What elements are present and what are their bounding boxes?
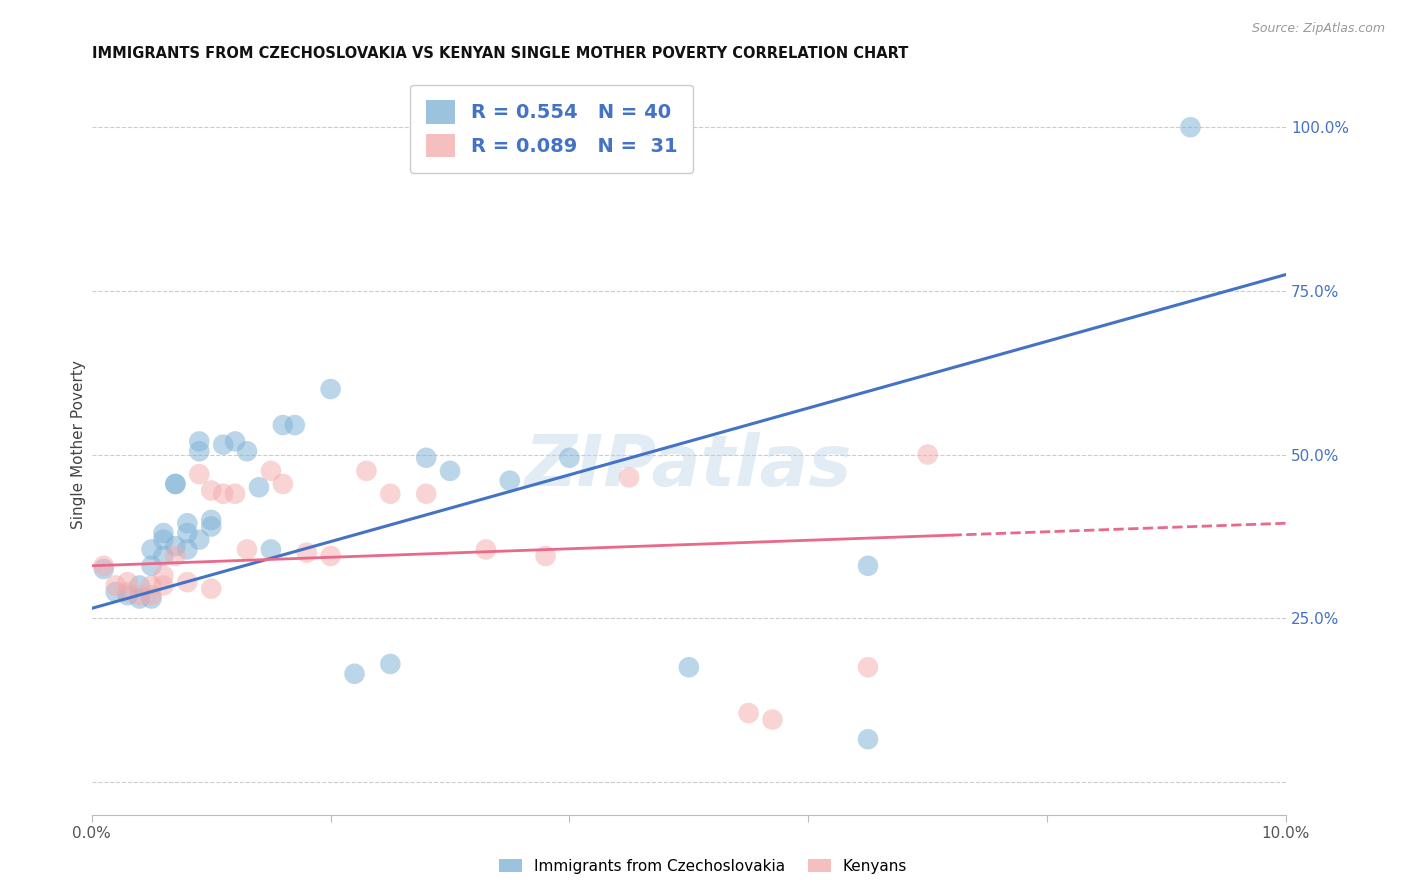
Point [152,526,174,541]
Point [141,558,163,573]
Point [128,578,150,592]
Point [176,516,198,531]
Point [499,474,522,488]
Point [141,591,163,606]
Point [128,591,150,606]
Point [856,732,879,747]
Point [856,558,879,573]
Text: ZIPatlas: ZIPatlas [526,433,852,501]
Point [415,487,437,501]
Point [188,434,211,449]
Point [236,542,259,557]
Point [856,660,879,674]
Point [165,477,187,491]
Point [188,533,211,547]
Point [295,546,318,560]
Point [93,562,115,576]
Point [212,438,235,452]
Point [176,526,198,541]
Point [128,588,150,602]
Point [165,549,187,563]
Point [152,578,174,592]
Point [165,477,187,491]
Point [1180,120,1202,135]
Point [188,444,211,458]
Point [176,542,198,557]
Point [188,467,211,482]
Point [558,450,581,465]
Point [200,582,222,596]
Point [380,657,402,671]
Point [200,519,222,533]
Point [475,542,498,557]
Point [224,434,246,449]
Point [271,477,294,491]
Point [236,444,259,458]
Legend: Immigrants from Czechoslovakia, Kenyans: Immigrants from Czechoslovakia, Kenyans [492,853,914,880]
Point [141,588,163,602]
Point [761,713,783,727]
Point [212,487,235,501]
Point [737,706,759,720]
Point [380,487,402,501]
Point [152,533,174,547]
Point [141,578,163,592]
Point [284,418,307,433]
Point [319,549,342,563]
Point [117,585,139,599]
Point [415,450,437,465]
Point [356,464,378,478]
Point [224,487,246,501]
Y-axis label: Single Mother Poverty: Single Mother Poverty [72,360,86,529]
Point [617,470,640,484]
Point [319,382,342,396]
Text: Source: ZipAtlas.com: Source: ZipAtlas.com [1251,22,1385,36]
Point [534,549,557,563]
Point [247,480,270,494]
Point [439,464,461,478]
Point [271,418,294,433]
Point [152,568,174,582]
Legend: R = 0.554   N = 40, R = 0.089   N =  31: R = 0.554 N = 40, R = 0.089 N = 31 [411,85,693,173]
Point [678,660,700,674]
Point [117,588,139,602]
Point [260,542,283,557]
Point [165,539,187,553]
Point [152,549,174,563]
Point [141,542,163,557]
Point [104,585,127,599]
Point [917,448,939,462]
Point [200,483,222,498]
Point [200,513,222,527]
Point [260,464,283,478]
Point [104,578,127,592]
Point [176,575,198,590]
Point [93,558,115,573]
Text: IMMIGRANTS FROM CZECHOSLOVAKIA VS KENYAN SINGLE MOTHER POVERTY CORRELATION CHART: IMMIGRANTS FROM CZECHOSLOVAKIA VS KENYAN… [91,46,908,62]
Point [343,666,366,681]
Point [117,575,139,590]
